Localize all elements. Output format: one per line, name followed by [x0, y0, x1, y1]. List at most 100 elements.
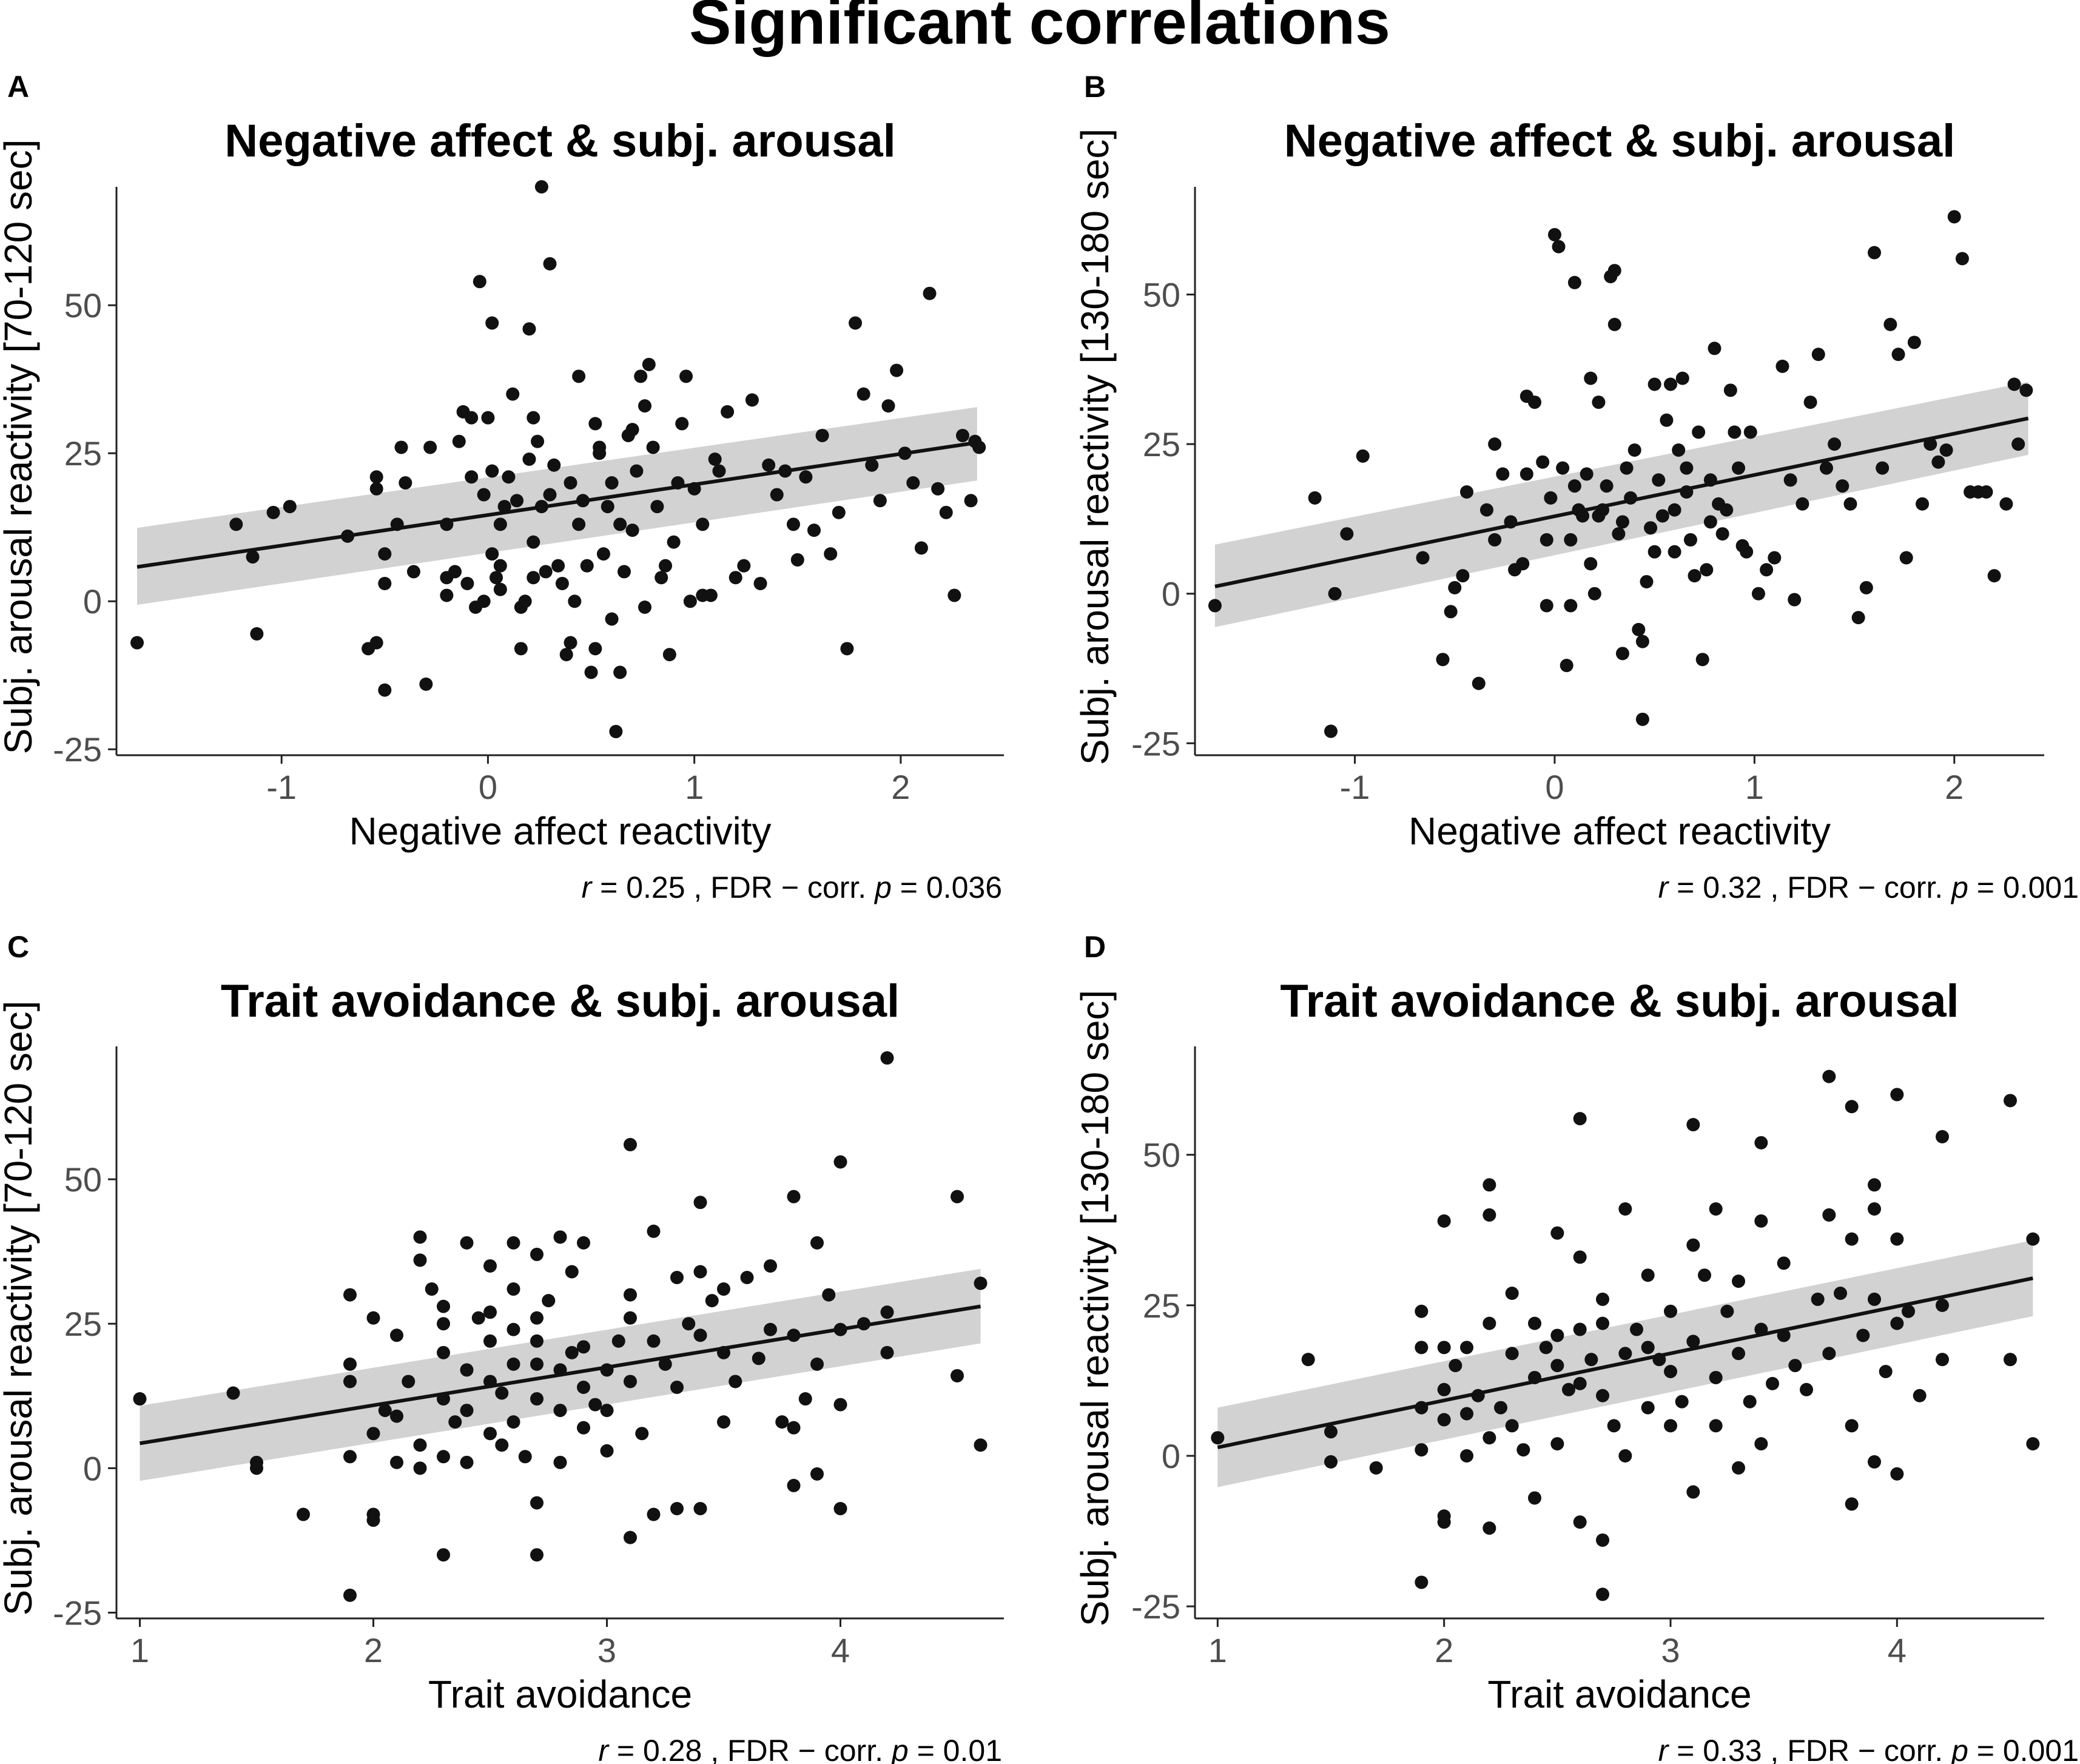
- x-tick-label: 1: [130, 1631, 149, 1669]
- data-point: [1340, 527, 1354, 541]
- panel-letter: C: [7, 930, 29, 964]
- data-point: [1528, 1491, 1541, 1505]
- data-point: [947, 588, 961, 602]
- data-point: [522, 452, 536, 466]
- data-point: [506, 387, 520, 401]
- data-point: [1822, 1347, 1836, 1361]
- data-point: [764, 1322, 777, 1336]
- data-point: [266, 505, 280, 519]
- data-point: [1483, 1316, 1496, 1330]
- data-point: [1328, 587, 1342, 601]
- p-value-text: = 0.001: [1968, 1734, 2079, 1764]
- data-point: [1688, 569, 1701, 583]
- data-point: [437, 1450, 450, 1464]
- data-point: [624, 1137, 637, 1151]
- data-point: [873, 494, 887, 508]
- data-point: [1540, 533, 1553, 547]
- y-axis-label: Subj. arousal reactivity [70-120 sec]: [0, 1001, 40, 1616]
- data-point: [624, 1288, 637, 1302]
- data-point: [807, 523, 821, 537]
- figure-title: Significant correlations: [689, 0, 1390, 58]
- x-axis-label: Trait avoidance: [428, 1672, 692, 1716]
- data-point: [1936, 1353, 1949, 1367]
- data-point: [974, 1276, 988, 1290]
- data-point: [693, 1502, 707, 1516]
- x-tick-label: 0: [479, 768, 497, 806]
- data-point: [914, 541, 928, 555]
- data-point: [1369, 1461, 1383, 1475]
- data-point: [1939, 443, 1953, 457]
- x-tick-label: 4: [831, 1631, 850, 1669]
- data-point: [425, 1282, 439, 1296]
- data-point: [1936, 1298, 1949, 1312]
- data-point: [1505, 1419, 1519, 1433]
- data-point: [1891, 348, 1905, 362]
- x-tick-label: 1: [685, 768, 704, 806]
- data-point: [1415, 1341, 1429, 1355]
- data-point: [1751, 587, 1765, 601]
- data-point: [693, 1328, 707, 1342]
- data-point: [343, 1357, 357, 1371]
- data-point: [1652, 473, 1666, 487]
- y-tick-label: 25: [1143, 425, 1180, 463]
- data-point: [1732, 1274, 1745, 1288]
- data-point: [880, 1051, 894, 1065]
- data-point: [890, 363, 904, 377]
- data-point: [1496, 467, 1510, 481]
- data-point: [1544, 491, 1558, 505]
- data-point: [1698, 1268, 1711, 1282]
- data-point: [593, 440, 607, 454]
- panel-letter: B: [1084, 70, 1106, 104]
- data-point: [527, 535, 540, 549]
- data-point: [824, 547, 838, 561]
- data-point: [1505, 1347, 1519, 1361]
- x-tick-label: -1: [266, 768, 297, 806]
- data-point: [133, 1392, 147, 1406]
- data-point: [625, 523, 639, 537]
- y-tick-label: 0: [83, 1449, 102, 1487]
- data-point: [1845, 1419, 1859, 1433]
- panel-title: Negative affect & subj. arousal: [1284, 115, 1956, 167]
- panel-d: D Trait avoidance & subj. arousal 1 2 3 4 -25 0…: [1073, 930, 2079, 1764]
- data-point: [753, 576, 767, 590]
- data-point: [647, 1507, 661, 1521]
- data-point: [366, 1311, 380, 1325]
- data-point: [531, 434, 545, 448]
- data-point: [1686, 1485, 1700, 1499]
- data-point: [1562, 1382, 1575, 1396]
- data-point: [1732, 1461, 1745, 1475]
- data-point: [1550, 1226, 1564, 1240]
- data-point: [1536, 455, 1550, 469]
- data-point: [1460, 1407, 1473, 1421]
- data-point: [460, 1455, 474, 1469]
- data-point: [2026, 1232, 2040, 1246]
- data-point: [493, 582, 507, 596]
- data-point: [1437, 1214, 1451, 1228]
- data-point: [600, 1444, 614, 1458]
- data-point: [1437, 1413, 1451, 1427]
- p-value-text: = 0.001: [1968, 870, 2079, 904]
- data-point: [437, 1548, 450, 1562]
- data-point: [1630, 1322, 1643, 1336]
- data-point: [229, 517, 243, 531]
- data-point: [565, 1345, 579, 1359]
- data-point: [1743, 1395, 1757, 1409]
- data-point: [617, 565, 631, 579]
- data-point: [568, 594, 582, 608]
- x-tick-label: 2: [1945, 768, 1964, 806]
- data-point: [1567, 479, 1581, 493]
- data-point: [1732, 461, 1745, 475]
- data-point: [1947, 210, 1961, 224]
- data-point: [849, 316, 863, 330]
- data-point: [440, 588, 454, 602]
- data-point: [465, 470, 479, 484]
- data-point: [399, 476, 412, 490]
- r-value-text: = 0.32 , FDR − corr.: [1668, 870, 1951, 904]
- data-point: [493, 559, 507, 573]
- data-point: [634, 369, 648, 383]
- data-point: [1732, 1347, 1745, 1361]
- data-point: [555, 576, 569, 590]
- data-point: [1460, 1341, 1473, 1355]
- data-point: [762, 458, 776, 472]
- panel-letter: D: [1084, 930, 1106, 964]
